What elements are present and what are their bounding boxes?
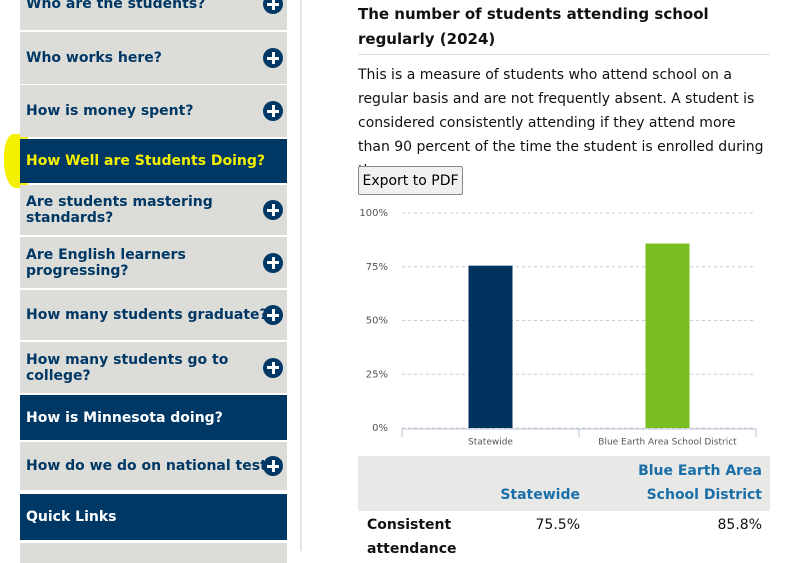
expand-icon xyxy=(263,48,283,68)
divider xyxy=(300,0,302,551)
column-header: Blue Earth Area School District xyxy=(638,463,762,503)
menu-section[interactable]: Quick Links xyxy=(20,494,287,540)
bar xyxy=(468,265,513,428)
menu-label: Quick Links xyxy=(26,509,117,525)
menu-label: How Well are Students Doing? xyxy=(26,153,266,169)
y-tick-label: 0% xyxy=(372,423,388,434)
expand-icon xyxy=(263,252,283,273)
description: This is a measure of students who attend… xyxy=(358,67,764,179)
expand-icon xyxy=(263,101,283,121)
menu-item[interactable]: Who works here? xyxy=(20,32,287,84)
expand-icon xyxy=(263,0,283,14)
menu-label: How many students graduate? xyxy=(26,307,268,323)
y-tick-label: 50% xyxy=(366,316,388,327)
menu-label: Who works here? xyxy=(26,50,162,66)
export-button[interactable]: Export to PDF xyxy=(358,166,463,195)
menu-item[interactable]: How many students go to college? xyxy=(20,342,287,393)
expand-icon xyxy=(263,200,283,220)
menu-item[interactable]: How many students graduate? xyxy=(20,290,287,340)
chart: 0% 25% 50% 75% 100% Statewide Blue Earth Area … xyxy=(359,208,757,448)
x-tick-label: Statewide xyxy=(468,438,513,448)
menu-label: How do we do on national tests? xyxy=(26,458,284,474)
menu-section[interactable]: How Well are Students Doing? xyxy=(20,139,287,183)
expand-icon xyxy=(263,305,283,325)
menu-label: Are English learners progressing? xyxy=(26,246,186,279)
expand-icon xyxy=(263,357,283,378)
bar xyxy=(645,243,690,428)
menu-item[interactable]: Who are the students? xyxy=(20,0,287,30)
menu-label: Who are the students? xyxy=(26,0,206,12)
column-header: Statewide xyxy=(500,487,580,503)
y-tick-label: 25% xyxy=(366,369,388,380)
menu-item[interactable]: Are students mastering standards? xyxy=(20,185,287,235)
menu-item[interactable]: How is money spent? xyxy=(20,85,287,137)
cell: 75.5% xyxy=(535,517,580,533)
menu-item[interactable]: How do we do on national tests? xyxy=(20,442,287,490)
menu-item[interactable]: Are English learners progressing? xyxy=(20,237,287,288)
x-tick-label: Blue Earth Area School District xyxy=(598,438,737,448)
menu-label: How is Minnesota doing? xyxy=(26,409,223,426)
menu-label: How is money spent? xyxy=(26,103,194,119)
row-label: Consistent attendance xyxy=(367,517,457,557)
menu-label: How many students go to college? xyxy=(26,351,229,384)
y-tick-label: 75% xyxy=(366,262,388,273)
heading: The number of students attending school … xyxy=(358,2,770,55)
expand-icon xyxy=(263,456,283,476)
menu-label: Are students mastering standards? xyxy=(26,194,213,226)
cell: 85.8% xyxy=(717,517,762,533)
table-header xyxy=(358,456,770,511)
y-tick-label: 100% xyxy=(359,208,388,219)
menu-section[interactable]: How is Minnesota doing? xyxy=(20,395,287,440)
page: Who are the students? Who works here? Ho… xyxy=(4,0,770,563)
